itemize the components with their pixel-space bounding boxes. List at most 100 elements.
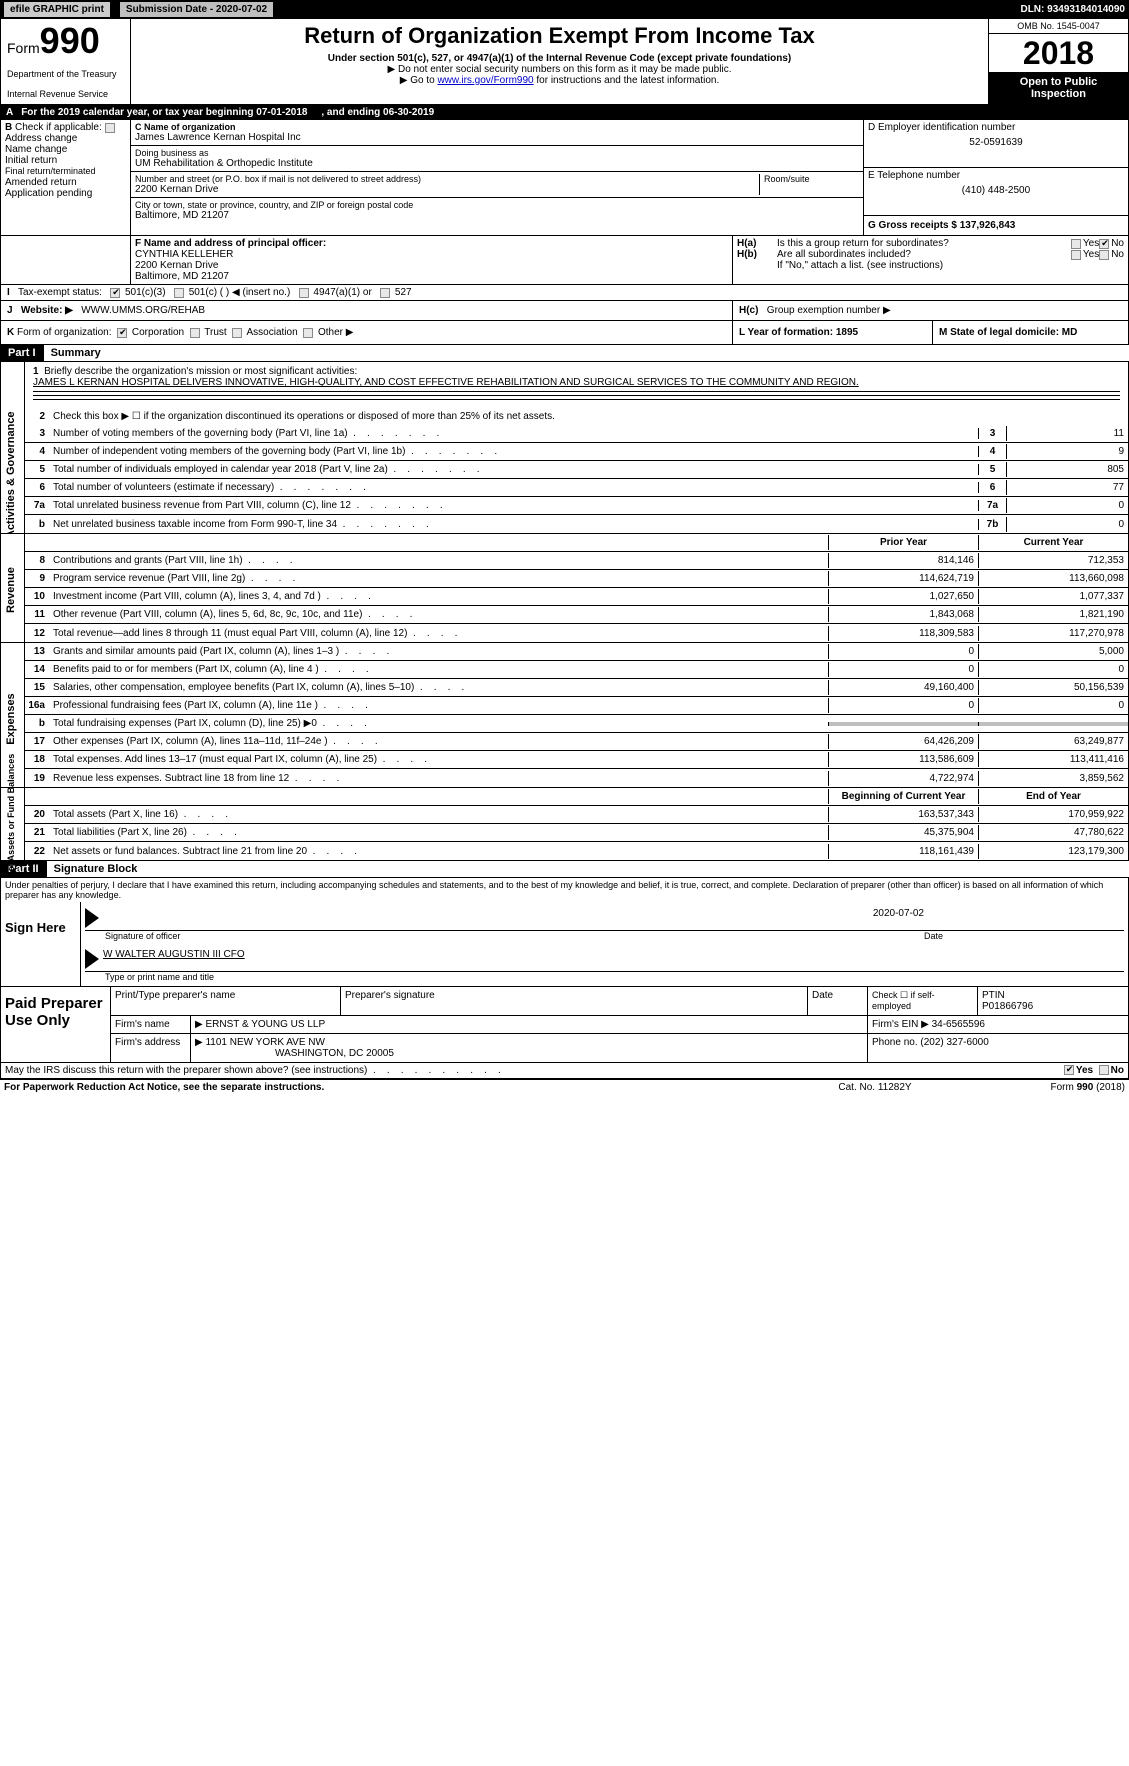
- actgov-line: 7aTotal unrelated business revenue from …: [25, 497, 1128, 515]
- k-trust-chk[interactable]: [190, 328, 200, 338]
- i-501c-chk[interactable]: [174, 288, 184, 298]
- g-block: G Gross receipts $ 137,926,843: [864, 216, 1128, 235]
- footer-center: Cat. No. 11282Y: [775, 1082, 975, 1093]
- line-j: J Website: ▶ WWW.UMMS.ORG/REHAB H(c) Gro…: [0, 301, 1129, 321]
- c-addr: 2200 Kernan Drive: [135, 184, 759, 195]
- p-h5: PTIN: [982, 990, 1005, 1001]
- ph: Phone no. (202) 327-6000: [868, 1034, 1128, 1062]
- fa-lbl: Firm's address: [111, 1034, 191, 1062]
- p-h2: Preparer's signature: [341, 987, 808, 1015]
- open-inspection: Open to Public Inspection: [989, 72, 1128, 104]
- header-right: OMB No. 1545-0047 2018 Open to Public In…: [988, 19, 1128, 104]
- p-h1: Print/Type preparer's name: [111, 987, 341, 1015]
- part-ii-header: Part II Signature Block: [0, 861, 1129, 878]
- ha-no-chk[interactable]: [1099, 239, 1109, 249]
- irs: Internal Revenue Service: [7, 89, 124, 99]
- actgov-line: 4Number of independent voting members of…: [25, 443, 1128, 461]
- finance-line: 22Net assets or fund balances. Subtract …: [25, 842, 1128, 860]
- hc-q: Group exemption number ▶: [767, 305, 891, 316]
- vtab-revenue: Revenue: [1, 534, 25, 642]
- hb-no: No: [1111, 249, 1124, 260]
- ha-q: Is this a group return for subordinates?: [777, 238, 1071, 249]
- revenue-section: Revenue Prior Year Current Year 8Contrib…: [0, 534, 1129, 643]
- arrow-icon: [85, 908, 99, 928]
- vtab-net: Net Assets or Fund Balances: [1, 788, 25, 860]
- arrow-icon-2: [85, 949, 99, 969]
- type-lbl: Type or print name and title: [85, 972, 1124, 982]
- k-other-chk[interactable]: [303, 328, 313, 338]
- header-left: Form990 Department of the Treasury Inter…: [1, 19, 131, 104]
- p-h4: Check ☐ if self-employed: [868, 987, 978, 1015]
- h-block: H(a) Is this a group return for subordin…: [733, 236, 1128, 284]
- actgov-line: 5Total number of individuals employed in…: [25, 461, 1128, 479]
- finance-line: 18Total expenses. Add lines 13–17 (must …: [25, 751, 1128, 769]
- form-title: Return of Organization Exempt From Incom…: [139, 23, 980, 49]
- officer-name: W WALTER AUGUSTIN III CFO: [103, 949, 245, 969]
- i-4947-chk[interactable]: [299, 288, 309, 298]
- k-o2: Trust: [204, 327, 226, 338]
- ha-yes-chk[interactable]: [1071, 239, 1081, 249]
- b-label: Check if applicable:: [15, 122, 102, 133]
- l-lbl: L Year of formation: 1895: [739, 327, 858, 338]
- part-i-title: Summary: [47, 347, 101, 359]
- discuss-no-chk[interactable]: [1099, 1065, 1109, 1075]
- hb-yes-chk[interactable]: [1071, 250, 1081, 260]
- finance-line: 10Investment income (Part VIII, column (…: [25, 588, 1128, 606]
- c-name-lbl: C Name of organization: [135, 122, 859, 132]
- letter-a: A: [6, 107, 13, 118]
- mission-text: JAMES L KERNAN HOSPITAL DELIVERS INNOVAT…: [33, 377, 859, 388]
- expenses-section: Expenses 13Grants and similar amounts pa…: [0, 643, 1129, 788]
- j-val: WWW.UMMS.ORG/REHAB: [81, 305, 205, 316]
- finance-line: 13Grants and similar amounts paid (Part …: [25, 643, 1128, 661]
- i-527-chk[interactable]: [380, 288, 390, 298]
- footer: For Paperwork Reduction Act Notice, see …: [0, 1079, 1129, 1095]
- actgov-line: bNet unrelated business taxable income f…: [25, 515, 1128, 533]
- i-lbl: Tax-exempt status:: [18, 287, 102, 298]
- discuss-yes-chk[interactable]: [1064, 1065, 1074, 1075]
- col-c: C Name of organization James Lawrence Ke…: [131, 120, 863, 235]
- note-1: ▶ Do not enter social security numbers o…: [139, 64, 980, 75]
- finance-line: bTotal fundraising expenses (Part IX, co…: [25, 715, 1128, 733]
- ha: H(a): [737, 238, 777, 249]
- f-addr2: Baltimore, MD 21207: [135, 271, 728, 282]
- end-year-hdr: End of Year: [978, 789, 1128, 804]
- fn: ▶ ERNST & YOUNG US LLP: [191, 1016, 868, 1033]
- finance-line: 8Contributions and grants (Part VIII, li…: [25, 552, 1128, 570]
- letter-i: I: [7, 287, 10, 298]
- fein: Firm's EIN ▶ 34-6565596: [868, 1016, 1128, 1033]
- hb-no-chk[interactable]: [1099, 250, 1109, 260]
- e-block: E Telephone number (410) 448-2500: [864, 168, 1128, 216]
- k-o4: Other ▶: [318, 327, 353, 338]
- i-501c3-chk[interactable]: [110, 288, 120, 298]
- actgov-line: 6Total number of volunteers (estimate if…: [25, 479, 1128, 497]
- note2-post: for instructions and the latest informat…: [534, 75, 720, 86]
- irs-link[interactable]: www.irs.gov/Form990: [437, 75, 533, 86]
- mission-lbl: Briefly describe the organization's miss…: [44, 366, 357, 377]
- d-block: D Employer identification number 52-0591…: [864, 120, 1128, 168]
- c-dba-block: Doing business as UM Rehabilitation & Or…: [131, 146, 863, 172]
- tax-year: 2018: [989, 34, 1128, 72]
- actgov-line: 2Check this box ▶ ☐ if the organization …: [25, 407, 1128, 425]
- chk-applicable[interactable]: [105, 123, 115, 133]
- finance-line: 17Other expenses (Part IX, column (A), l…: [25, 733, 1128, 751]
- k-assoc-chk[interactable]: [232, 328, 242, 338]
- k-corp-chk[interactable]: [117, 328, 127, 338]
- c-dba: UM Rehabilitation & Orthopedic Institute: [135, 158, 859, 169]
- g-lbl: G Gross receipts $ 137,926,843: [868, 220, 1015, 231]
- ha-no: No: [1111, 238, 1124, 249]
- f-block: F Name and address of principal officer:…: [131, 236, 733, 284]
- activities-governance: Activities & Governance 1 Briefly descri…: [0, 362, 1129, 534]
- form-prefix: Form: [7, 40, 40, 56]
- date-lbl: Date: [924, 931, 1124, 941]
- b-opt-2: Initial return: [5, 155, 57, 166]
- p-ptin: P01866796: [982, 1001, 1033, 1012]
- b-opt-3: Final return/terminated: [5, 166, 96, 176]
- f-lbl: F Name and address of principal officer:: [135, 238, 326, 249]
- finance-line: 19Revenue less expenses. Subtract line 1…: [25, 769, 1128, 787]
- dept: Department of the Treasury: [7, 69, 124, 79]
- sig-date: 2020-07-02: [103, 908, 1124, 919]
- d-lbl: D Employer identification number: [868, 122, 1124, 133]
- e-lbl: E Telephone number: [868, 170, 1124, 181]
- omb: OMB No. 1545-0047: [989, 19, 1128, 34]
- col-b: B Check if applicable: Address change Na…: [1, 120, 131, 235]
